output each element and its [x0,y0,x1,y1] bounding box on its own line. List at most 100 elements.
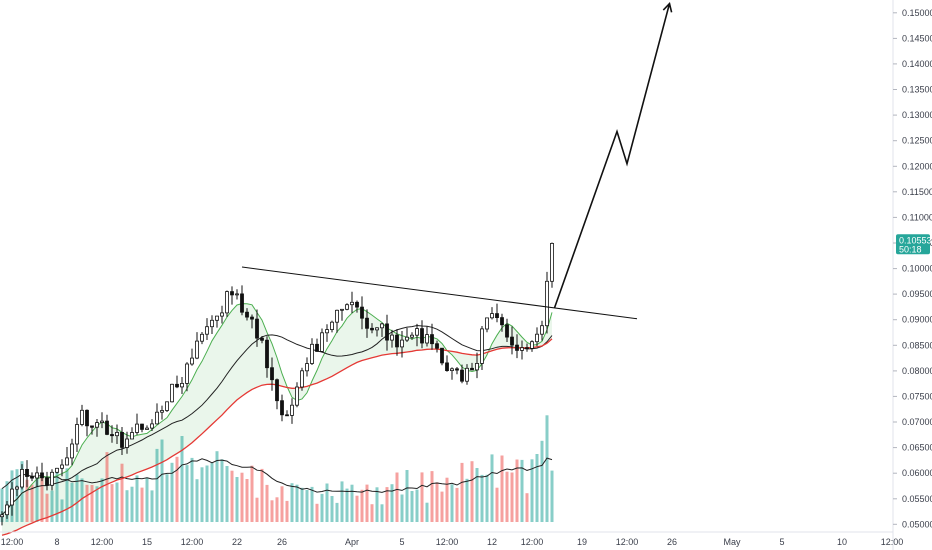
volume-bar [400,494,404,522]
volume-bars [0,415,554,522]
candle-body [370,327,374,331]
candle-body [160,410,164,413]
candle-body [455,368,459,371]
volume-bar [65,468,69,522]
candle-body [400,339,404,348]
volume-bar [165,474,169,522]
candle-body [5,504,9,516]
volume-bar [390,484,394,522]
volume-bar [245,479,249,522]
y-tick-label: 0.12000 [902,161,932,171]
last-price-value: 0.10553 [899,235,932,245]
volume-bar [305,490,309,522]
candle-body [515,344,519,351]
volume-bar [25,479,29,522]
volume-bar [190,457,194,522]
volume-bar [185,465,189,522]
candle-body [105,420,109,435]
volume-bar [225,466,229,522]
y-tick-label: 0.05000 [902,519,932,529]
volume-bar [110,484,114,522]
candle-body [315,343,319,352]
candle-body [395,334,399,348]
volume-bar [135,475,139,522]
candle-body [150,423,154,429]
y-tick-label: 0.12500 [902,136,932,146]
candle-body [470,367,474,371]
candle-body [305,363,309,372]
volume-bar [70,482,74,522]
volume-bar [530,459,534,522]
y-tick-label: 0.13500 [902,85,932,95]
last-price-badge-bg [896,234,930,255]
volume-bar [510,472,514,522]
candle-body [390,334,394,341]
candle-body [320,332,324,352]
volume-bar [105,452,109,522]
candle-body [40,472,44,479]
drawings[interactable] [241,1,673,320]
candle-body [230,291,234,296]
candle-body [215,315,219,321]
volume-bar [160,439,164,522]
y-tick-label: 0.07500 [902,391,932,401]
candle-body [0,514,4,518]
x-tick-label: 5 [779,537,784,547]
candle-body [365,317,369,329]
candle-body [300,370,304,388]
volume-bar [150,490,154,522]
volume-bar [145,477,149,522]
candle-body [545,280,549,327]
volume-bar [215,451,219,522]
candle-body [45,477,49,486]
projection-path[interactable] [553,3,671,309]
candle-body [520,347,524,351]
volume-bar [230,470,234,522]
candle-body [445,362,449,371]
candle-body [205,326,209,335]
y-tick-label: 0.13000 [902,110,932,120]
candle-body [10,488,14,506]
candle-body [70,443,74,459]
candle-body [285,414,289,417]
volume-bar [205,465,209,522]
candle-body [15,486,19,490]
volume-bar [330,496,334,522]
volume-moving-average [1,457,553,493]
candle-body [345,304,349,310]
candle-body [85,409,89,427]
volume-bar [480,474,484,522]
candle-body [405,336,409,341]
volume-bar [310,486,314,522]
volume-bar [460,462,464,522]
volume-bar [50,490,54,522]
candle-body [485,317,489,330]
candle-body [95,422,99,428]
resistance-trendline[interactable] [241,266,638,320]
candle-body [225,291,229,314]
y-tick-label: 0.14000 [902,59,932,69]
candle-body [175,383,179,388]
y-tick-label: 0.08500 [902,340,932,350]
candle-body [90,425,94,428]
volume-bar [130,486,134,522]
volume-bar [465,478,469,522]
x-tick-label: 12:00 [521,537,544,547]
candle-body [140,423,144,430]
volume-bar [340,481,344,522]
candle-body [265,339,269,369]
candle-body [505,324,509,338]
time-axis[interactable]: 12:00 8 12:00 15 12:00 22 26 Apr 5 12:00 12 12:00 19… [1,537,904,547]
x-tick-label: 26 [667,537,677,547]
sma-slow-line [1,324,553,516]
volume-bar [545,415,549,522]
volume-bar [85,484,89,522]
candle-body [310,343,314,364]
candle-body [190,357,194,365]
candle-body [50,471,54,486]
candle-body [525,347,529,350]
candle-body [110,434,114,437]
y-tick-label: 0.08000 [902,366,932,376]
